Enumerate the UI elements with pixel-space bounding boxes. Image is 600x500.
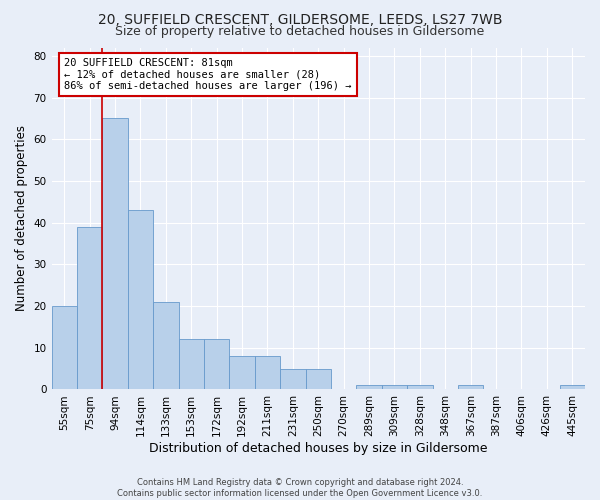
Bar	[458, 386, 484, 390]
Bar	[407, 386, 433, 390]
Bar	[229, 356, 255, 390]
Bar	[305, 368, 331, 390]
Y-axis label: Number of detached properties: Number of detached properties	[15, 126, 28, 312]
Bar	[255, 356, 280, 390]
Text: 20, SUFFIELD CRESCENT, GILDERSOME, LEEDS, LS27 7WB: 20, SUFFIELD CRESCENT, GILDERSOME, LEEDS…	[98, 12, 502, 26]
Bar	[560, 386, 585, 390]
X-axis label: Distribution of detached houses by size in Gildersome: Distribution of detached houses by size …	[149, 442, 488, 455]
Bar	[77, 227, 103, 390]
Bar	[128, 210, 153, 390]
Bar	[382, 386, 407, 390]
Bar	[179, 340, 204, 390]
Text: 20 SUFFIELD CRESCENT: 81sqm
← 12% of detached houses are smaller (28)
86% of sem: 20 SUFFIELD CRESCENT: 81sqm ← 12% of det…	[64, 58, 352, 91]
Bar	[204, 340, 229, 390]
Bar	[103, 118, 128, 390]
Bar	[280, 368, 305, 390]
Bar	[52, 306, 77, 390]
Text: Contains HM Land Registry data © Crown copyright and database right 2024.
Contai: Contains HM Land Registry data © Crown c…	[118, 478, 482, 498]
Bar	[356, 386, 382, 390]
Text: Size of property relative to detached houses in Gildersome: Size of property relative to detached ho…	[115, 25, 485, 38]
Bar	[153, 302, 179, 390]
